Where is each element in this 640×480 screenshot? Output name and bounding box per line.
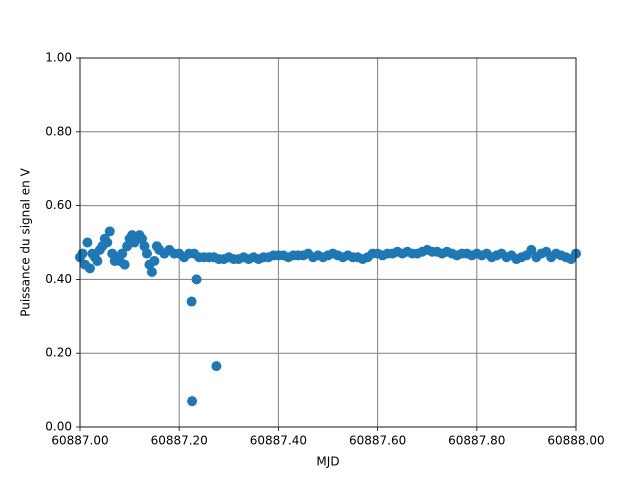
x-axis-label: MJD <box>316 455 339 469</box>
y-tick-label: 0.80 <box>45 124 72 138</box>
axes-frame <box>79 57 577 428</box>
point <box>119 259 130 270</box>
point <box>102 237 113 248</box>
grid <box>79 57 577 428</box>
y-tick-label: 0.20 <box>45 346 72 360</box>
x-tick-label: 60887.80 <box>448 434 505 448</box>
x-tick-label: 60887.00 <box>51 434 108 448</box>
x-tick-label: 60888.00 <box>547 434 604 448</box>
point <box>117 248 128 259</box>
point <box>191 274 202 285</box>
x-tick-label: 60887.40 <box>250 434 307 448</box>
point <box>92 255 103 266</box>
points <box>75 226 581 407</box>
y-tick-label: 1.00 <box>45 51 72 65</box>
point <box>211 361 222 372</box>
x-tick-label: 60887.20 <box>151 434 208 448</box>
point <box>526 244 537 255</box>
y-tick-label: 0.60 <box>45 198 72 212</box>
x-tick-label: 60887.60 <box>349 434 406 448</box>
y-tick-label: 0.40 <box>45 272 72 286</box>
point <box>104 226 115 237</box>
point <box>82 237 93 248</box>
y-tick-label: 0.00 <box>45 420 72 434</box>
ticks: 60887.00 60887.20 60887.40 60887.60 60887.80… <box>45 51 604 448</box>
point <box>149 255 160 266</box>
point <box>186 296 197 307</box>
point <box>77 248 88 259</box>
point <box>187 396 198 407</box>
y-axis-label: Puissance du signal en V <box>19 167 33 316</box>
point <box>84 263 95 274</box>
point <box>146 267 157 278</box>
point <box>141 248 152 259</box>
plot-area <box>80 58 576 427</box>
